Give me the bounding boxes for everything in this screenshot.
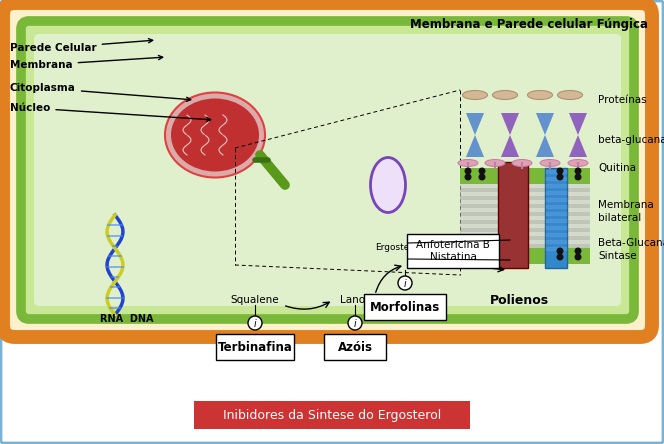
Ellipse shape	[540, 159, 560, 166]
Circle shape	[574, 247, 582, 254]
Bar	[460, 212, 590, 216]
Ellipse shape	[568, 159, 588, 166]
Text: i: i	[354, 319, 357, 329]
Polygon shape	[536, 135, 554, 157]
Circle shape	[556, 174, 564, 181]
Circle shape	[465, 174, 471, 181]
Ellipse shape	[558, 91, 582, 99]
Text: Quitina: Quitina	[598, 163, 636, 173]
Bar	[460, 188, 590, 192]
Text: Squalene: Squalene	[230, 295, 280, 305]
Bar	[460, 192, 590, 196]
Bar	[498, 162, 528, 268]
Text: i: i	[404, 279, 406, 289]
Polygon shape	[501, 135, 519, 157]
Polygon shape	[536, 113, 554, 135]
Text: Parede Celular: Parede Celular	[10, 39, 153, 53]
Bar	[460, 248, 590, 264]
Circle shape	[556, 254, 564, 261]
FancyBboxPatch shape	[34, 34, 621, 306]
Circle shape	[574, 167, 582, 174]
Text: Proteínas: Proteínas	[598, 95, 647, 105]
Bar	[545, 168, 567, 268]
FancyBboxPatch shape	[216, 334, 294, 360]
Text: Beta-Glucana
Sintase: Beta-Glucana Sintase	[598, 238, 664, 261]
Text: Membrana: Membrana	[10, 56, 163, 70]
Bar	[460, 168, 590, 184]
Ellipse shape	[527, 91, 552, 99]
Bar	[460, 216, 590, 220]
Text: RNA  DNA: RNA DNA	[100, 314, 153, 324]
Bar	[460, 220, 590, 224]
FancyBboxPatch shape	[21, 21, 634, 319]
Ellipse shape	[458, 159, 478, 166]
Bar	[460, 232, 590, 236]
Ellipse shape	[512, 159, 532, 166]
Circle shape	[556, 167, 564, 174]
Text: Azóis: Azóis	[337, 341, 373, 353]
Text: Terbinafina: Terbinafina	[218, 341, 292, 353]
Polygon shape	[569, 113, 587, 135]
Text: Núcleo: Núcleo	[10, 103, 210, 122]
Ellipse shape	[493, 91, 517, 99]
Text: Morfolinas: Morfolinas	[370, 301, 440, 313]
Bar	[460, 208, 590, 212]
Circle shape	[465, 254, 471, 261]
Bar	[460, 200, 590, 204]
FancyBboxPatch shape	[3, 3, 652, 337]
Bar	[460, 228, 590, 232]
Bar	[460, 204, 590, 208]
Polygon shape	[466, 113, 484, 135]
Bar	[460, 236, 590, 240]
Bar	[460, 196, 590, 200]
Bar	[460, 224, 590, 228]
Circle shape	[574, 254, 582, 261]
Text: Inibidores da Sintese do Ergosterol: Inibidores da Sintese do Ergosterol	[223, 408, 441, 421]
Circle shape	[479, 167, 485, 174]
Bar	[460, 184, 590, 188]
Text: Anfotericina B
Nistatina: Anfotericina B Nistatina	[416, 240, 490, 262]
Text: Lanosterol: Lanosterol	[340, 295, 394, 305]
Polygon shape	[569, 135, 587, 157]
Circle shape	[348, 316, 362, 330]
Polygon shape	[466, 135, 484, 157]
Text: i: i	[254, 319, 256, 329]
Text: Membrana
bilateral: Membrana bilateral	[598, 200, 654, 223]
Bar	[460, 240, 590, 244]
Circle shape	[465, 247, 471, 254]
Circle shape	[398, 276, 412, 290]
Bar	[460, 244, 590, 248]
Ellipse shape	[171, 99, 259, 171]
FancyBboxPatch shape	[407, 234, 499, 268]
Text: Citoplasma: Citoplasma	[10, 83, 191, 101]
Text: Membrana e Parede celular Fúngica: Membrana e Parede celular Fúngica	[410, 18, 648, 31]
FancyBboxPatch shape	[364, 294, 446, 320]
Text: beta-glucana: beta-glucana	[598, 135, 664, 145]
Text: Polienos: Polienos	[490, 293, 549, 306]
Polygon shape	[501, 113, 519, 135]
Circle shape	[479, 254, 485, 261]
Circle shape	[479, 174, 485, 181]
Circle shape	[248, 316, 262, 330]
Ellipse shape	[371, 158, 406, 213]
Ellipse shape	[165, 92, 265, 178]
Ellipse shape	[485, 159, 505, 166]
Ellipse shape	[463, 91, 487, 99]
Circle shape	[479, 247, 485, 254]
FancyBboxPatch shape	[194, 401, 470, 429]
Circle shape	[574, 174, 582, 181]
Text: Ergosterol: Ergosterol	[375, 242, 421, 251]
Circle shape	[465, 167, 471, 174]
Circle shape	[556, 247, 564, 254]
FancyBboxPatch shape	[324, 334, 386, 360]
